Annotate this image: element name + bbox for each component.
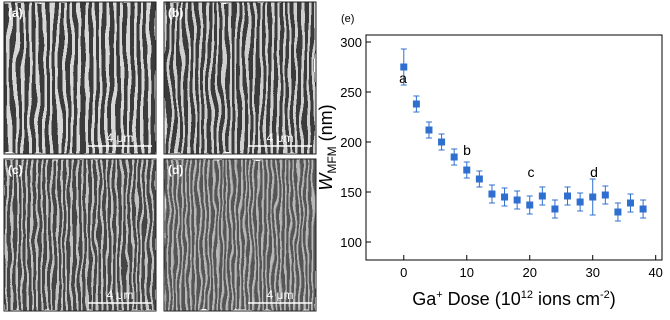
data-point [627, 199, 635, 207]
data-point [438, 138, 446, 146]
data-point [639, 205, 647, 213]
micrograph-image [4, 2, 156, 154]
micrographs: (a) 4 μm (b) 4 μm (c) 4 μm (d) 4 μm [3, 1, 317, 312]
data-point [601, 191, 609, 199]
micrograph-border [163, 1, 317, 155]
data-point [450, 153, 458, 161]
y-tick-label: 100 [340, 235, 362, 250]
micrograph: (c) 4 μm [3, 158, 157, 312]
x-axis-label: Ga+ Dose (1012 ions cm-2) [412, 289, 616, 309]
micrograph-border [3, 1, 157, 155]
data-point [564, 192, 572, 200]
data-point [538, 192, 546, 200]
y-tick-label: 200 [340, 135, 362, 150]
data-point [463, 166, 471, 174]
micrograph: (d) 4 μm [163, 158, 317, 312]
annotation: d [590, 164, 598, 180]
x-tick-label: 20 [523, 265, 537, 280]
data-point [513, 196, 521, 204]
chart: (e) 100 150 200 250 300 0 10 20 30 40 WMFM (nm) Ga+ … [316, 13, 663, 309]
y-label-main: W [316, 172, 336, 191]
x-label-part: ) [610, 289, 616, 309]
data-point [526, 201, 534, 209]
x-label-part: 12 [521, 289, 533, 301]
micrograph-image [164, 2, 316, 154]
data-point [501, 193, 509, 201]
data-point [614, 208, 622, 216]
annotation: a [399, 70, 407, 86]
panel-label: (d) [168, 163, 183, 177]
scale-bar-label: 4 μm [107, 131, 134, 145]
x-tick-label: 10 [460, 265, 474, 280]
micrograph: (b) 4 μm [163, 1, 317, 155]
data-point [576, 198, 584, 206]
x-label-part: -2 [600, 289, 610, 301]
data-point [425, 126, 433, 134]
scale-bar-label: 4 μm [267, 131, 294, 145]
panel-label: (a) [8, 6, 23, 20]
data-point [589, 193, 597, 201]
plot-frame [365, 34, 663, 261]
panel-label: (b) [168, 6, 183, 20]
scale-bar-label: 4 μm [267, 288, 294, 302]
micrograph-border [163, 158, 317, 312]
x-label-part: ions cm [533, 289, 600, 309]
x-tick-label: 30 [585, 265, 599, 280]
x-tick-label: 0 [400, 265, 407, 280]
annotation: b [463, 142, 471, 158]
y-label-sub: MFM [325, 146, 339, 173]
x-label-part: Ga [412, 289, 437, 309]
micrograph-image [4, 159, 156, 311]
y-label-unit: (nm) [316, 104, 336, 146]
annotation: c [528, 164, 535, 180]
data-point [551, 205, 559, 213]
scale-bar-label: 4 μm [107, 288, 134, 302]
x-label-part: + [436, 289, 442, 301]
micrograph: (a) 4 μm [3, 1, 157, 155]
y-axis-label: WMFM (nm) [316, 104, 339, 190]
y-tick-label: 250 [340, 85, 362, 100]
y-tick-label: 300 [340, 35, 362, 50]
data-point [400, 63, 408, 71]
data-point [412, 100, 420, 108]
data-point [475, 175, 483, 183]
panel-label: (e) [341, 13, 354, 25]
panel-label: (c) [8, 163, 23, 177]
y-tick-label: 150 [340, 185, 362, 200]
micrograph-border [3, 158, 157, 312]
data-point [488, 190, 496, 198]
x-label-part: Dose (10 [443, 289, 521, 309]
micrograph-image [164, 159, 316, 311]
x-tick-label: 40 [648, 265, 662, 280]
